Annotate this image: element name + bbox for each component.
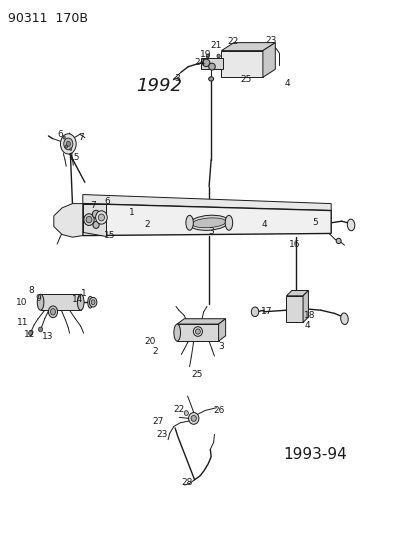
Text: 2: 2 bbox=[152, 348, 158, 356]
Text: 90311  170B: 90311 170B bbox=[8, 12, 88, 25]
Ellipse shape bbox=[184, 410, 188, 416]
Text: 22: 22 bbox=[173, 405, 184, 414]
Ellipse shape bbox=[63, 136, 65, 139]
Text: 13: 13 bbox=[42, 333, 53, 341]
Ellipse shape bbox=[208, 77, 213, 81]
Text: 10: 10 bbox=[16, 298, 27, 307]
Ellipse shape bbox=[192, 218, 225, 228]
Ellipse shape bbox=[202, 59, 209, 67]
Text: 11: 11 bbox=[17, 318, 28, 327]
Ellipse shape bbox=[86, 216, 92, 223]
Ellipse shape bbox=[50, 309, 55, 315]
Text: 2: 2 bbox=[144, 221, 150, 229]
Text: 1: 1 bbox=[128, 208, 134, 216]
Text: 20: 20 bbox=[144, 337, 155, 345]
Text: 19: 19 bbox=[199, 50, 211, 59]
Ellipse shape bbox=[189, 215, 228, 230]
Text: 4: 4 bbox=[261, 221, 266, 229]
Polygon shape bbox=[218, 319, 225, 341]
Ellipse shape bbox=[185, 215, 193, 230]
Ellipse shape bbox=[64, 138, 73, 150]
Text: 6: 6 bbox=[57, 130, 63, 139]
Text: 1992: 1992 bbox=[136, 77, 182, 95]
Text: 26: 26 bbox=[212, 406, 224, 415]
Text: 23: 23 bbox=[265, 36, 276, 45]
Text: 6: 6 bbox=[104, 197, 109, 206]
Polygon shape bbox=[221, 51, 262, 77]
Text: 5: 5 bbox=[312, 219, 318, 227]
Polygon shape bbox=[40, 294, 81, 310]
Ellipse shape bbox=[195, 329, 200, 334]
Text: 22: 22 bbox=[226, 37, 238, 46]
Polygon shape bbox=[286, 290, 308, 296]
Text: 23: 23 bbox=[156, 430, 168, 439]
Text: 1: 1 bbox=[81, 289, 86, 297]
Ellipse shape bbox=[69, 148, 72, 150]
Text: 9: 9 bbox=[35, 294, 41, 303]
Text: 28: 28 bbox=[181, 479, 192, 487]
Ellipse shape bbox=[251, 307, 258, 317]
Ellipse shape bbox=[95, 211, 107, 224]
Ellipse shape bbox=[88, 296, 93, 308]
Ellipse shape bbox=[89, 297, 97, 307]
Polygon shape bbox=[302, 290, 308, 322]
Text: 21: 21 bbox=[210, 41, 221, 50]
Ellipse shape bbox=[208, 63, 215, 70]
Ellipse shape bbox=[66, 141, 70, 147]
Ellipse shape bbox=[91, 300, 95, 305]
Text: 12: 12 bbox=[24, 330, 36, 339]
Text: 14: 14 bbox=[72, 295, 83, 304]
Polygon shape bbox=[83, 195, 330, 211]
Text: 7: 7 bbox=[90, 201, 96, 210]
Ellipse shape bbox=[92, 211, 100, 219]
Polygon shape bbox=[286, 296, 302, 322]
Text: 7: 7 bbox=[78, 133, 83, 142]
Ellipse shape bbox=[193, 327, 202, 336]
Ellipse shape bbox=[188, 413, 199, 424]
Text: 25: 25 bbox=[240, 75, 252, 84]
Polygon shape bbox=[83, 204, 105, 236]
Text: 8: 8 bbox=[28, 286, 34, 295]
Ellipse shape bbox=[340, 313, 347, 325]
Ellipse shape bbox=[38, 327, 43, 332]
Text: 4: 4 bbox=[284, 79, 290, 88]
Text: 18: 18 bbox=[303, 311, 315, 320]
Ellipse shape bbox=[77, 294, 84, 310]
Ellipse shape bbox=[173, 324, 180, 341]
Text: 3: 3 bbox=[208, 228, 214, 236]
Text: 27: 27 bbox=[152, 417, 164, 425]
Text: 16: 16 bbox=[288, 240, 300, 248]
Polygon shape bbox=[221, 43, 275, 51]
Ellipse shape bbox=[347, 219, 354, 231]
Ellipse shape bbox=[216, 54, 220, 58]
Polygon shape bbox=[54, 204, 83, 237]
Ellipse shape bbox=[60, 134, 76, 154]
Text: 15: 15 bbox=[69, 153, 80, 161]
Text: 17: 17 bbox=[261, 308, 272, 316]
Ellipse shape bbox=[37, 294, 44, 310]
Text: 3: 3 bbox=[218, 342, 224, 351]
Ellipse shape bbox=[28, 330, 33, 336]
Ellipse shape bbox=[191, 416, 196, 421]
Polygon shape bbox=[83, 204, 330, 236]
Ellipse shape bbox=[206, 54, 209, 58]
Polygon shape bbox=[200, 58, 222, 69]
Ellipse shape bbox=[83, 214, 94, 225]
Ellipse shape bbox=[65, 145, 67, 148]
Ellipse shape bbox=[225, 215, 232, 230]
Text: 1993-94: 1993-94 bbox=[283, 447, 347, 462]
Ellipse shape bbox=[98, 214, 104, 221]
Ellipse shape bbox=[93, 222, 99, 229]
Ellipse shape bbox=[48, 306, 57, 318]
Polygon shape bbox=[262, 43, 275, 77]
Text: 4: 4 bbox=[304, 321, 309, 329]
Text: 25: 25 bbox=[190, 370, 202, 378]
Text: 3: 3 bbox=[174, 75, 180, 83]
Text: 15: 15 bbox=[104, 231, 115, 240]
Text: 24: 24 bbox=[194, 59, 205, 67]
Polygon shape bbox=[177, 319, 225, 324]
Ellipse shape bbox=[335, 238, 340, 244]
Polygon shape bbox=[177, 324, 218, 341]
